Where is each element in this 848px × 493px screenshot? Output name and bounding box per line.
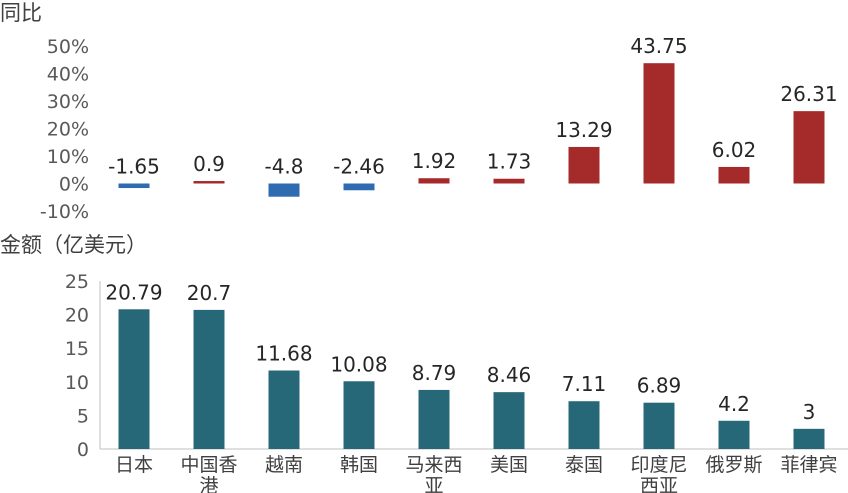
top-bar-series (118, 63, 825, 197)
bottom-data-label: 6.89 (637, 374, 682, 398)
bottom-data-label: 20.7 (187, 281, 232, 305)
bottom-data-label: 20.79 (105, 280, 162, 304)
bottom-data-label: 4.2 (718, 392, 750, 416)
x-category-label: 韩国 (340, 454, 378, 476)
top-data-label: 1.92 (412, 149, 457, 173)
top-y-tick-label: 20% (47, 119, 89, 141)
x-category-label: 美国 (490, 454, 528, 476)
top-y-tick-label: 10% (47, 146, 89, 168)
bottom-y-axis-ticks: 25 20 15 10 5 0 (65, 271, 89, 461)
bottom-data-label: 11.68 (255, 342, 312, 366)
top-data-label: -4.8 (264, 155, 303, 179)
top-y-axis-title: 同比 (0, 1, 42, 25)
top-bar (418, 178, 450, 184)
bottom-y-tick-label: 20 (65, 305, 89, 327)
bottom-y-axis-title: 金额（亿美元） (0, 233, 147, 257)
bottom-y-tick-label: 10 (65, 372, 89, 394)
top-y-tick-label: -10% (40, 201, 89, 223)
bottom-data-label: 10.08 (330, 352, 387, 376)
x-category-label: 越南 (265, 454, 303, 476)
top-data-label: 1.73 (487, 150, 532, 174)
top-bar (718, 166, 750, 184)
bottom-bar (343, 381, 375, 449)
x-category-label: 中国香港 (180, 454, 237, 493)
top-data-label: 13.29 (555, 118, 612, 142)
bottom-bar (643, 402, 675, 449)
top-y-tick-label: 50% (47, 36, 89, 58)
x-category-label: 菲律宾 (780, 454, 837, 476)
bottom-data-label: 3 (803, 400, 816, 424)
top-bar (568, 146, 600, 184)
bottom-data-label: 8.79 (412, 361, 457, 385)
bottom-bar (418, 389, 450, 449)
top-data-labels: -1.65 0.9 -4.8 -2.46 1.92 1.73 13.29 43.75 6.02 2… (108, 34, 838, 178)
top-bar (118, 183, 150, 189)
top-bar (793, 111, 825, 184)
bottom-bar (718, 420, 750, 449)
bottom-data-labels: 20.79 20.7 11.68 10.08 8.79 8.46 7.11 6.89 4.2 3 (105, 280, 815, 424)
bottom-bar (118, 309, 150, 449)
bottom-bar (793, 428, 825, 449)
top-bar (268, 183, 300, 197)
bottom-y-tick-label: 5 (77, 405, 89, 427)
top-y-tick-label: 0% (59, 174, 89, 196)
bottom-bar (193, 309, 225, 449)
top-data-label: 26.31 (780, 82, 837, 106)
x-category-label: 泰国 (565, 454, 603, 476)
top-data-label: -2.46 (333, 155, 385, 179)
x-category-label: 印度尼西亚 (630, 454, 687, 493)
x-category-label: 俄罗斯 (705, 454, 762, 476)
top-data-label: 6.02 (712, 138, 757, 162)
top-y-tick-label: 40% (47, 64, 89, 86)
bottom-y-tick-label: 0 (77, 439, 89, 461)
top-data-label: 0.9 (193, 152, 225, 176)
top-y-tick-label: 30% (47, 91, 89, 113)
top-bar (493, 178, 525, 184)
bottom-bar (268, 370, 300, 449)
bottom-bar (568, 401, 600, 449)
top-bar (643, 63, 675, 184)
top-data-label: -1.65 (108, 155, 160, 179)
bottom-bar (493, 392, 525, 449)
top-bar (343, 183, 375, 191)
x-category-label: 马来西亚 (405, 454, 462, 493)
bottom-data-label: 7.11 (562, 372, 607, 396)
top-y-axis-ticks: 50% 40% 30% 20% 10% 0% -10% (40, 36, 89, 223)
x-category-label: 日本 (115, 454, 153, 476)
bottom-y-tick-label: 15 (65, 338, 89, 360)
bottom-y-tick-label: 25 (65, 271, 89, 293)
top-bar (193, 181, 225, 184)
top-data-label: 43.75 (630, 34, 687, 58)
bottom-data-label: 8.46 (487, 363, 532, 387)
bottom-bar-series (118, 309, 825, 449)
